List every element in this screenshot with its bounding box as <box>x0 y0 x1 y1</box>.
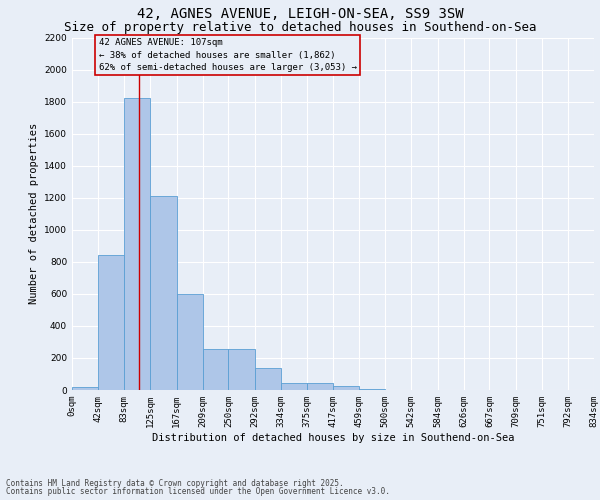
Text: Size of property relative to detached houses in Southend-on-Sea: Size of property relative to detached ho… <box>64 21 536 34</box>
Y-axis label: Number of detached properties: Number of detached properties <box>29 123 38 304</box>
Bar <box>176 294 203 390</box>
Text: 42, AGNES AVENUE, LEIGH-ON-SEA, SS9 3SW: 42, AGNES AVENUE, LEIGH-ON-SEA, SS9 3SW <box>137 8 463 22</box>
Bar <box>307 384 333 390</box>
Bar <box>359 389 385 390</box>
Bar <box>333 386 359 390</box>
Bar <box>72 387 98 390</box>
Bar <box>229 349 255 390</box>
Bar <box>281 384 307 390</box>
Text: Contains HM Land Registry data © Crown copyright and database right 2025.: Contains HM Land Registry data © Crown c… <box>6 478 344 488</box>
Bar <box>203 349 229 390</box>
Bar <box>124 98 150 390</box>
Text: 42 AGNES AVENUE: 107sqm
← 38% of detached houses are smaller (1,862)
62% of semi: 42 AGNES AVENUE: 107sqm ← 38% of detache… <box>98 38 356 72</box>
Bar <box>150 196 176 390</box>
X-axis label: Distribution of detached houses by size in Southend-on-Sea: Distribution of detached houses by size … <box>152 432 514 442</box>
Bar <box>255 368 281 390</box>
Text: Contains public sector information licensed under the Open Government Licence v3: Contains public sector information licen… <box>6 487 390 496</box>
Bar <box>98 254 124 390</box>
